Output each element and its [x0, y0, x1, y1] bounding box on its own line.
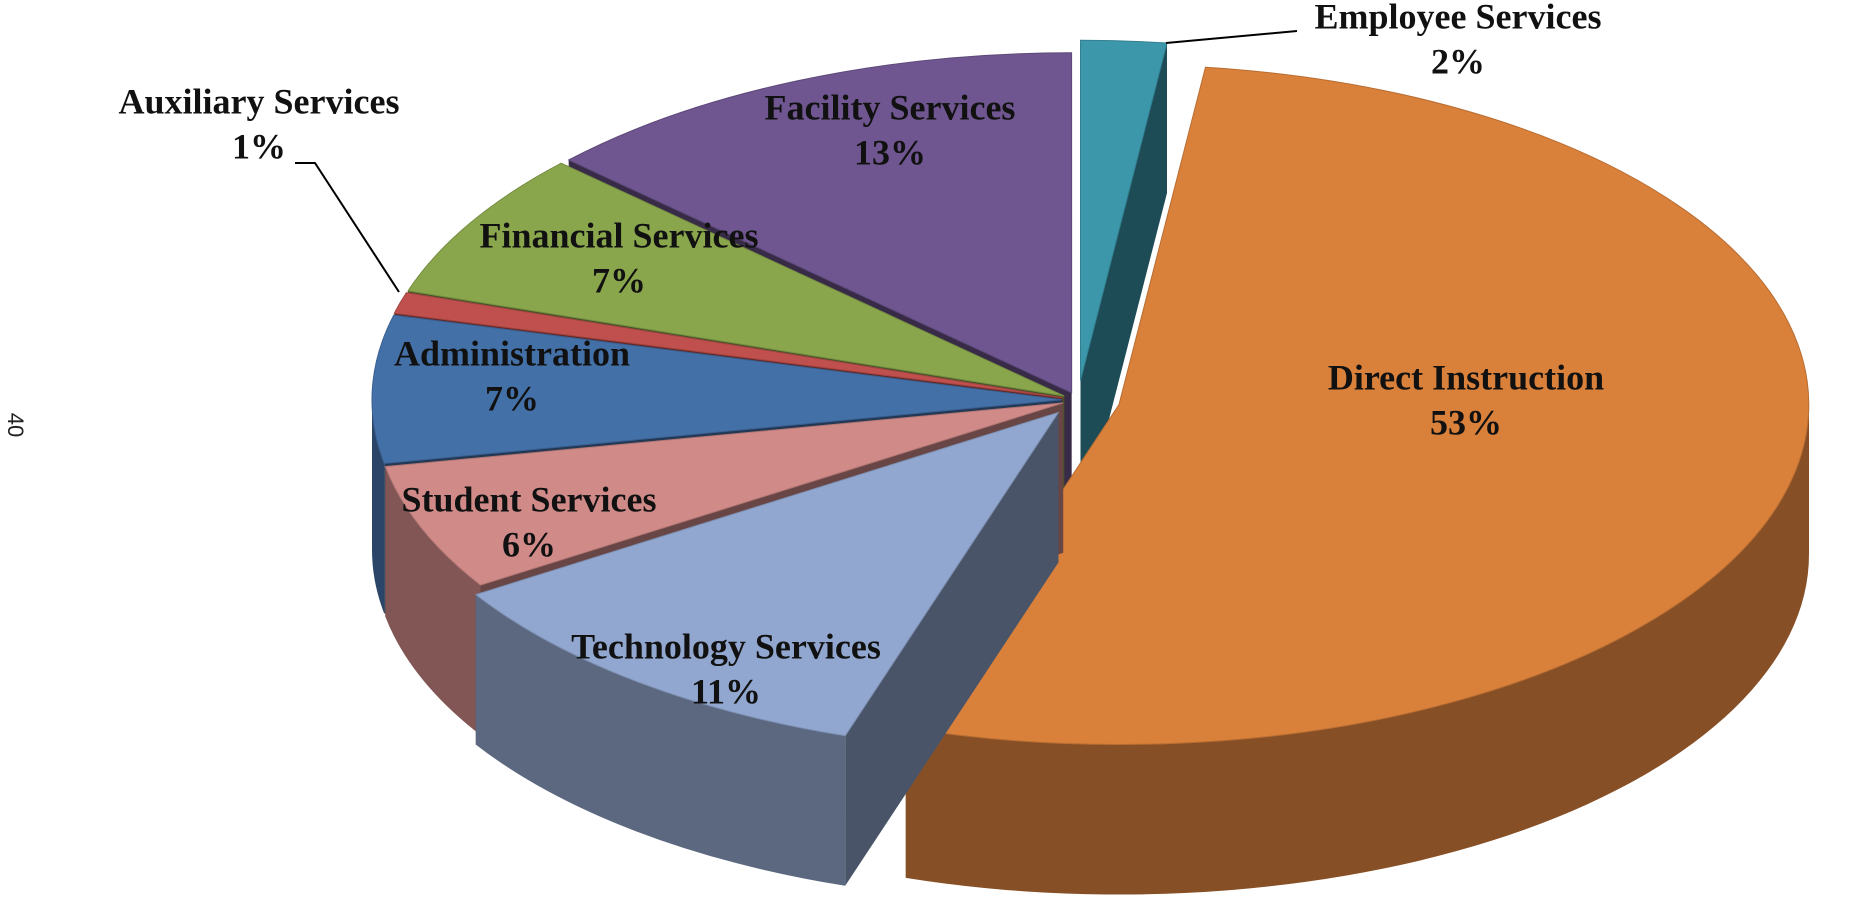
slice-side — [1080, 43, 1167, 531]
slice-label: Financial Services — [480, 215, 759, 255]
slice — [904, 66, 1810, 746]
slice-label: Auxiliary Services — [119, 81, 400, 121]
slice — [371, 314, 1063, 465]
slice-wall — [905, 404, 1809, 895]
pie — [371, 39, 1810, 895]
slice — [393, 292, 1063, 399]
slice-value-label: 53% — [1430, 402, 1502, 442]
slice-value-label: 6% — [502, 524, 556, 564]
slice-wall — [371, 399, 385, 614]
page-number: 40 — [3, 413, 28, 437]
leader-line — [1165, 30, 1298, 44]
slice-value-label: 11% — [691, 671, 761, 711]
slice-label: Employee Services — [1315, 0, 1602, 36]
slice-wall — [385, 466, 481, 736]
slice — [384, 402, 1064, 586]
slice-value-label: 1% — [232, 126, 286, 166]
slice-value-label: 2% — [1431, 41, 1485, 81]
slice-value-label: 7% — [485, 378, 539, 418]
slice-label: Facility Services — [765, 87, 1016, 127]
slice-value-label: 13% — [854, 132, 926, 172]
slice-value-label: 7% — [592, 260, 646, 300]
slice-label: Student Services — [402, 479, 657, 519]
slice — [474, 411, 1060, 737]
slice-label: Technology Services — [571, 626, 881, 666]
slice-wall — [475, 594, 846, 886]
slice-label: Direct Instruction — [1328, 357, 1604, 397]
slice-label: Administration — [394, 333, 630, 373]
slice — [407, 162, 1065, 397]
leader-line — [295, 162, 400, 293]
slice — [567, 52, 1073, 394]
